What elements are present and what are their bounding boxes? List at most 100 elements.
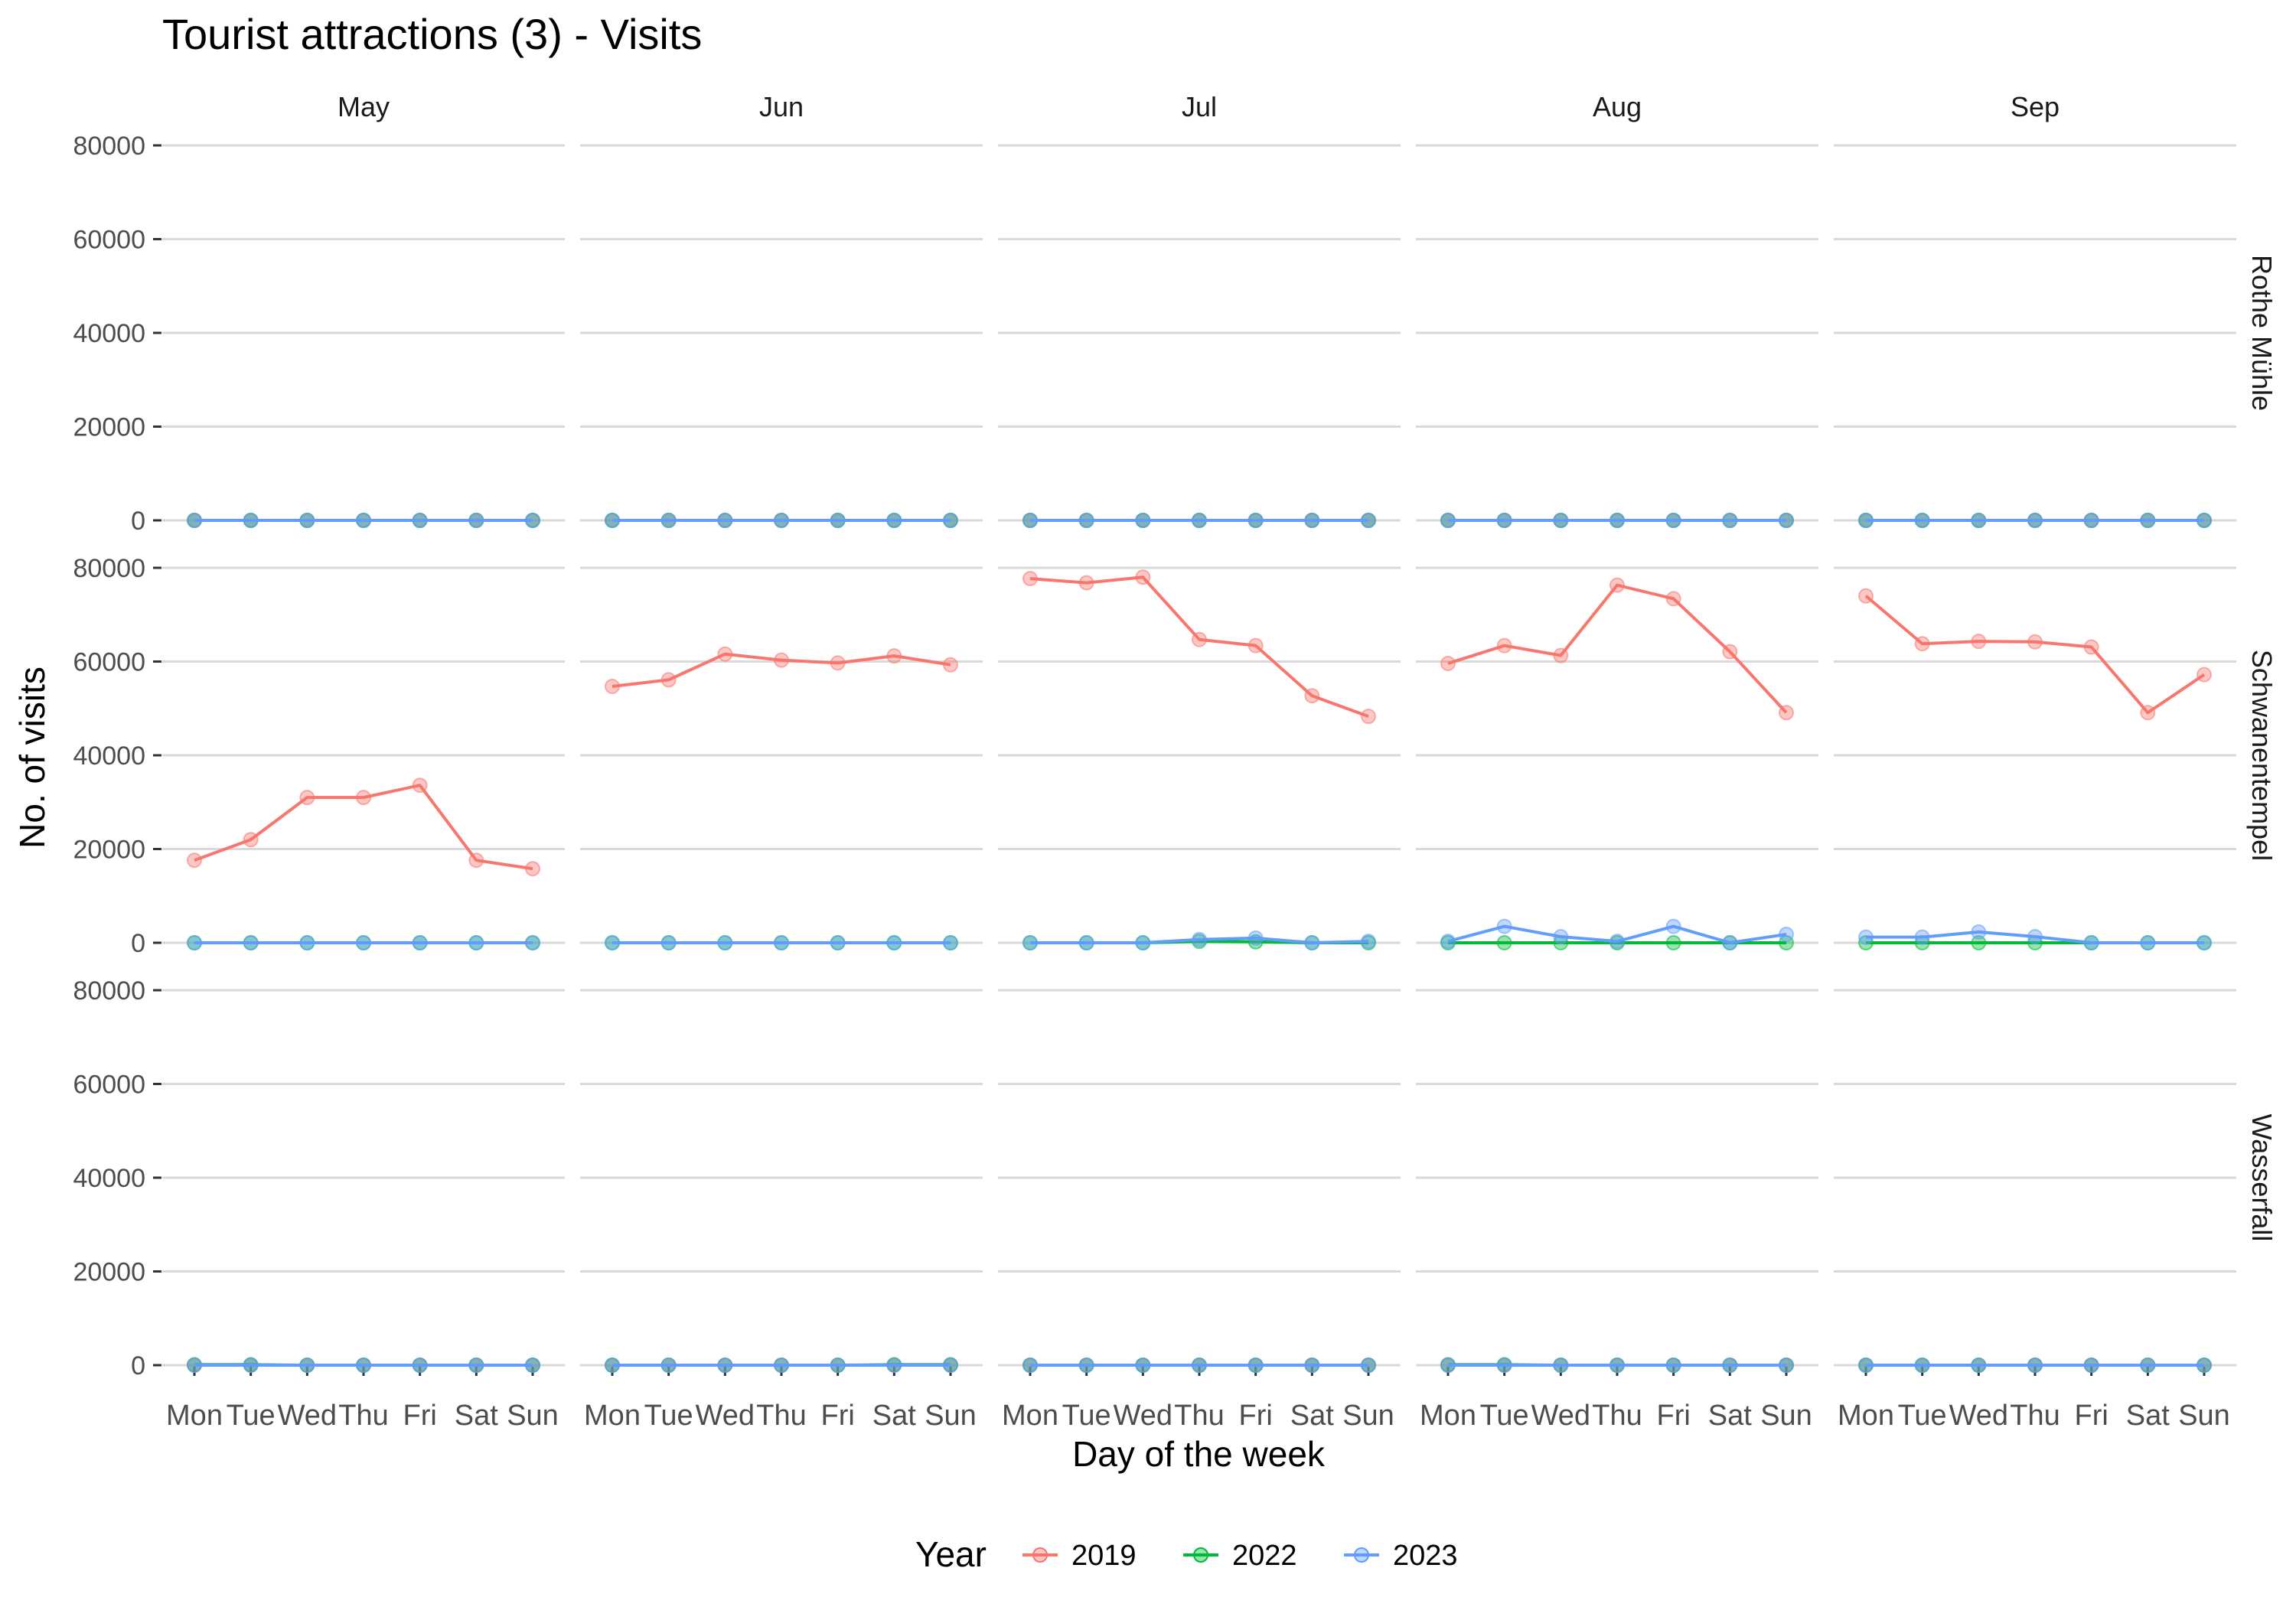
data-point-2023 <box>1722 513 1738 528</box>
x-tick-label: Wed <box>1114 1400 1172 1432</box>
data-point-2023 <box>1858 1358 1874 1373</box>
data-point-2019 <box>1496 637 1512 654</box>
data-point-2019 <box>1192 631 1207 647</box>
facet-label-wasserfall: Wasserfall <box>2246 1114 2278 1242</box>
data-point-2019 <box>2083 639 2099 655</box>
data-point-2023 <box>1609 1358 1625 1373</box>
data-point-2023 <box>1779 1358 1794 1373</box>
data-point-2023 <box>1192 931 1207 947</box>
data-point-2023 <box>774 935 789 950</box>
data-point-2023 <box>1247 513 1264 528</box>
legend-label-2023: 2023 <box>1393 1540 1458 1572</box>
data-point-2023 <box>1135 1358 1151 1373</box>
panel-schwanentempel-jul <box>1022 569 1376 950</box>
data-point-2023 <box>886 513 902 528</box>
panels-layer: 0 20000 40000 60000 80000 0 20000 40000 60000 800… <box>73 91 2278 1432</box>
data-point-2023 <box>1304 1358 1320 1373</box>
y-tick-label: 0 <box>131 929 145 958</box>
x-tick-label: Thu <box>1592 1400 1642 1432</box>
data-point-2019 <box>830 655 846 671</box>
data-point-2023 <box>412 935 428 950</box>
x-tick-label: Sat <box>1290 1400 1334 1432</box>
data-point-2019 <box>717 646 733 662</box>
data-point-2023 <box>243 935 259 950</box>
data-point-2023 <box>1078 935 1094 950</box>
data-point-2019 <box>1135 569 1151 585</box>
data-point-2023 <box>605 513 620 528</box>
x-tick-label: Mon <box>1838 1400 1894 1432</box>
panel-rothe-muhle-may <box>187 513 540 528</box>
x-tick-label: Fri <box>1657 1400 1691 1432</box>
data-point-2023 <box>1779 926 1794 942</box>
series-line-2019 <box>194 784 533 871</box>
data-point-2023 <box>1304 935 1320 950</box>
x-tick-label: Mon <box>1002 1400 1058 1432</box>
data-point-2023 <box>1665 513 1681 528</box>
data-point-2022 <box>1496 935 1512 950</box>
facet-label-jul: Jul <box>1182 91 1217 122</box>
x-tick-label: Tue <box>227 1400 276 1432</box>
data-point-2023 <box>943 935 958 950</box>
data-point-2023 <box>2083 1358 2099 1373</box>
data-point-2019 <box>2027 634 2043 650</box>
data-point-2023 <box>2027 513 2043 528</box>
data-point-2023 <box>1135 513 1151 528</box>
data-point-2019 <box>605 678 620 694</box>
data-point-2019 <box>1722 644 1738 660</box>
data-point-2023 <box>886 1358 902 1373</box>
panel-wasserfall-jun <box>605 1357 958 1373</box>
data-point-2019 <box>1665 591 1681 607</box>
data-point-2023 <box>2197 513 2212 528</box>
data-point-2023 <box>605 935 620 950</box>
data-point-2023 <box>660 1358 677 1373</box>
panel-rothe-muhle-sep <box>1858 513 2212 528</box>
data-point-2023 <box>412 513 428 528</box>
data-point-2023 <box>1914 929 1930 945</box>
data-point-2023 <box>525 1358 540 1373</box>
data-point-2023 <box>412 1358 428 1373</box>
data-point-2023 <box>1496 918 1512 934</box>
legend-key-point-2023 <box>1354 1547 1369 1563</box>
data-point-2019 <box>943 657 958 673</box>
data-point-2023 <box>1247 1358 1264 1373</box>
panel-schwanentempel-aug <box>1440 577 1794 950</box>
x-tick-label: Mon <box>1420 1400 1476 1432</box>
data-point-2023 <box>1665 918 1681 934</box>
y-tick-label: 80000 <box>73 976 145 1006</box>
data-point-2019 <box>1078 575 1094 591</box>
x-tick-label: Thu <box>338 1400 388 1432</box>
legend: Year 2019 2022 2023 <box>915 1534 1458 1574</box>
data-point-2022 <box>1779 935 1794 950</box>
data-point-2022 <box>1665 935 1681 950</box>
data-point-2019 <box>660 672 677 688</box>
data-point-2019 <box>1971 634 1987 650</box>
data-point-2023 <box>1858 929 1874 945</box>
data-point-2023 <box>2197 935 2212 950</box>
data-point-2023 <box>1361 934 1376 950</box>
data-point-2023 <box>1440 513 1456 528</box>
data-point-2022 <box>1971 935 1987 950</box>
x-tick-label: Wed <box>1949 1400 2008 1432</box>
data-point-2023 <box>356 935 371 950</box>
panel-wasserfall-may <box>187 1357 540 1373</box>
y-tick-label: 0 <box>131 507 145 536</box>
data-point-2023 <box>525 935 540 950</box>
data-point-2023 <box>1858 513 1874 528</box>
x-tick-label: Fri <box>403 1400 437 1432</box>
data-point-2023 <box>1078 1358 1094 1373</box>
series-line-2023 <box>1447 924 1787 944</box>
data-point-2023 <box>1022 1358 1038 1373</box>
legend-label-2019: 2019 <box>1071 1540 1137 1572</box>
facet-label-may: May <box>338 91 390 122</box>
x-tick-label: Tue <box>1480 1400 1529 1432</box>
facet-label-rothe-muhle: Rothe Mühle <box>2246 255 2278 411</box>
panel-schwanentempel-may <box>187 777 540 950</box>
data-point-2023 <box>187 935 202 950</box>
x-axis-title: Day of the week <box>1072 1434 1326 1474</box>
data-point-2019 <box>412 777 428 794</box>
data-point-2023 <box>1022 513 1038 528</box>
data-point-2019 <box>1914 636 1930 652</box>
data-point-2023 <box>1914 1358 1930 1373</box>
series-line-2019 <box>1864 595 2206 715</box>
